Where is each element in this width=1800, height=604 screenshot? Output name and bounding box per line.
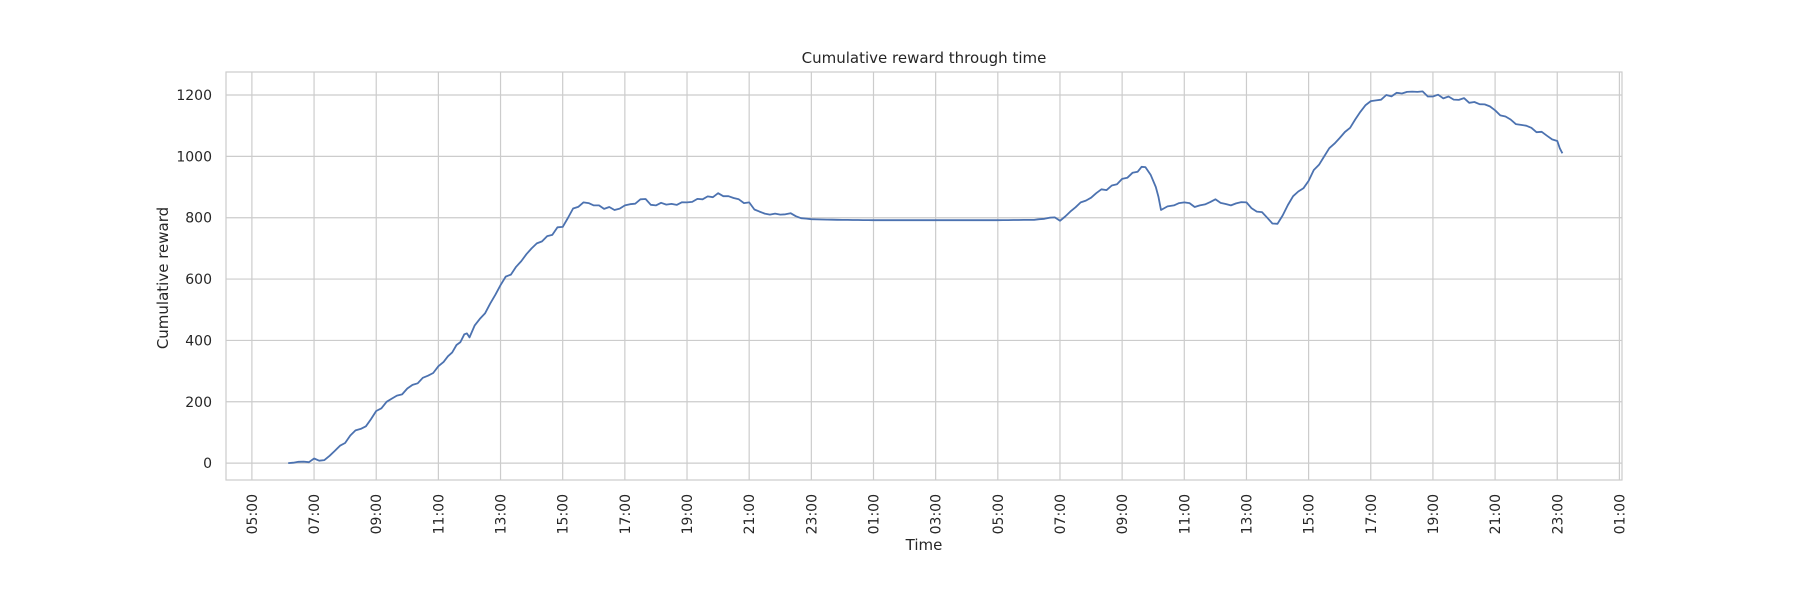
x-axis-label: Time: [905, 536, 943, 554]
x-tick-label: 01:00: [1612, 494, 1628, 534]
x-tick-label: 03:00: [929, 494, 945, 534]
x-tick-label: 19:00: [1426, 494, 1442, 534]
x-tick-label: 13:00: [1239, 494, 1255, 534]
y-axis-label: Cumulative reward: [154, 207, 172, 349]
y-tick-label: 0: [203, 456, 212, 472]
x-tick-label: 09:00: [1115, 494, 1131, 534]
series-layer: [288, 90, 1564, 464]
y-tick-label: 1200: [176, 88, 212, 104]
axes: 0 200 400 600 800 1000 1200 05:00 07:00 09:00 11:0…: [176, 88, 1628, 534]
grid-lines: [226, 72, 1622, 480]
x-tick-label: 23:00: [1550, 494, 1566, 534]
y-tick-label: 600: [185, 272, 212, 288]
x-tick-label: 07:00: [307, 494, 323, 534]
x-tick-label: 01:00: [866, 494, 882, 534]
y-tick-label: 800: [185, 211, 212, 227]
x-tick-label: 15:00: [556, 494, 572, 534]
x-tick-label: 19:00: [680, 494, 696, 534]
x-tick-label: 05:00: [245, 494, 261, 534]
x-tick-label: 15:00: [1302, 494, 1318, 534]
x-tick-label: 11:00: [1177, 494, 1193, 534]
x-tick-label: 09:00: [369, 494, 385, 534]
x-tick-label: 13:00: [494, 494, 510, 534]
x-tick-label: 21:00: [742, 494, 758, 534]
y-tick-label: 200: [185, 395, 212, 411]
y-tick-label: 400: [185, 333, 212, 349]
x-tick-label: 23:00: [804, 494, 820, 534]
x-tick-label: 11:00: [431, 494, 447, 534]
plot-frame: [225, 71, 1623, 481]
plot-background: [226, 72, 1622, 480]
chart-title: Cumulative reward through time: [802, 49, 1047, 67]
y-tick-label: 1000: [176, 149, 212, 165]
x-tick-label: 07:00: [1053, 494, 1069, 534]
x-tick-label: 17:00: [1364, 494, 1380, 534]
x-tick-label: 05:00: [991, 494, 1007, 534]
x-tick-label: 17:00: [618, 494, 634, 534]
x-tick-label: 21:00: [1488, 494, 1504, 534]
series-line: [288, 90, 1564, 464]
